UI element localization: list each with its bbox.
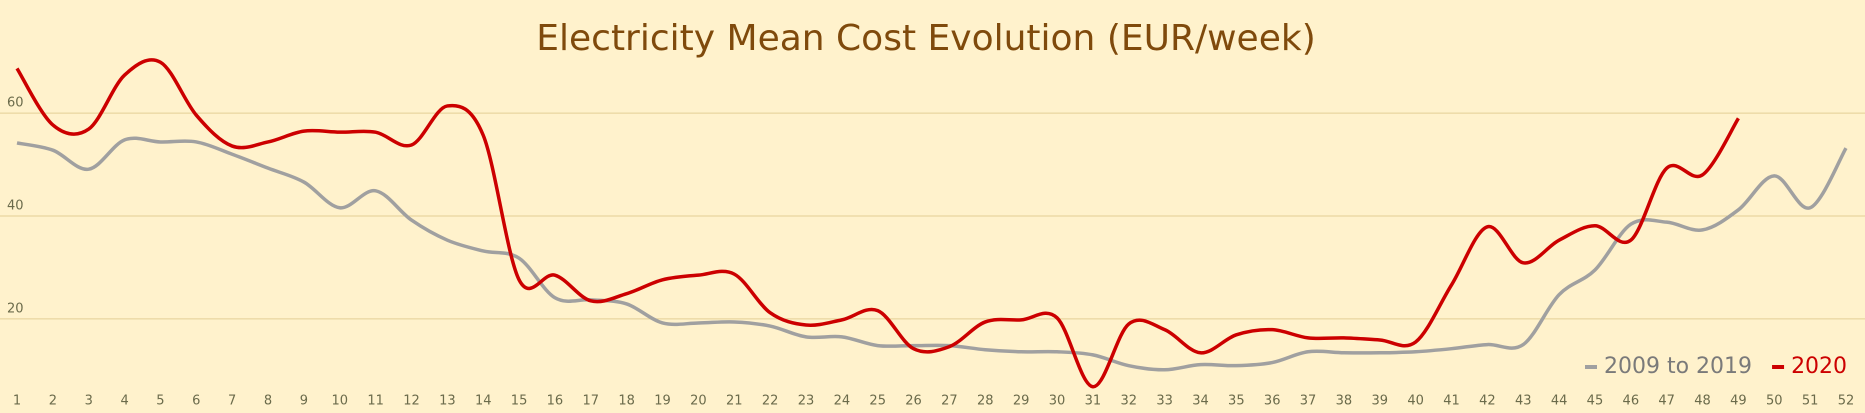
x-tick-label: 36 (1264, 394, 1281, 409)
chart-title: Electricity Mean Cost Evolution (EUR/wee… (536, 18, 1315, 59)
x-tick-label: 47 (1658, 394, 1675, 409)
x-tick-label: 33 (1156, 394, 1173, 409)
x-tick-label: 27 (941, 394, 958, 409)
y-tick-label: 20 (7, 301, 24, 316)
legend-label: 2020 (1791, 354, 1847, 379)
x-tick-label: 51 (1802, 394, 1819, 409)
x-tick-label: 38 (1336, 394, 1353, 409)
x-tick-label: 22 (762, 394, 779, 409)
x-tick-label: 24 (834, 394, 851, 409)
x-tick-label: 18 (618, 394, 635, 409)
x-tick-label: 35 (1228, 394, 1245, 409)
x-tick-label: 8 (264, 394, 272, 409)
x-tick-label: 5 (156, 394, 164, 409)
x-tick-label: 17 (583, 394, 600, 409)
x-tick-label: 3 (85, 394, 93, 409)
x-tick-label: 48 (1694, 394, 1711, 409)
series-line (15, 58, 1740, 389)
series-line (16, 136, 1848, 372)
x-tick-label: 13 (439, 394, 456, 409)
x-tick-label: 40 (1407, 394, 1424, 409)
x-tick-label: 16 (547, 394, 564, 409)
x-tick-label: 37 (1300, 394, 1317, 409)
x-tick-label: 25 (869, 394, 886, 409)
x-tick-label: 14 (475, 394, 492, 409)
x-tick-label: 50 (1766, 394, 1783, 409)
x-tick-label: 1 (13, 394, 21, 409)
x-tick-label: 19 (654, 394, 671, 409)
grid (0, 112, 1865, 320)
x-tick-label: 45 (1587, 394, 1604, 409)
x-tick-label: 12 (403, 394, 420, 409)
x-tick-label: 28 (977, 394, 994, 409)
x-tick-label: 52 (1838, 394, 1855, 409)
x-tick-label: 49 (1730, 394, 1747, 409)
x-tick-label: 11 (367, 394, 384, 409)
x-tick-label: 10 (331, 394, 348, 409)
x-tick-label: 34 (1192, 394, 1209, 409)
x-tick-label: 15 (511, 394, 528, 409)
x-tick-label: 42 (1479, 394, 1496, 409)
x-tick-label: 9 (300, 394, 308, 409)
x-tick-label: 4 (120, 394, 128, 409)
x-tick-label: 39 (1372, 394, 1389, 409)
x-tick-label: 44 (1551, 394, 1568, 409)
x-tick-label: 26 (905, 394, 922, 409)
y-tick-label: 40 (7, 199, 24, 214)
x-tick-label: 41 (1443, 394, 1460, 409)
x-tick-label: 46 (1623, 394, 1640, 409)
x-tick-label: 6 (192, 394, 200, 409)
x-tick-label: 29 (1013, 394, 1030, 409)
x-tick-label: 32 (1120, 394, 1137, 409)
x-tick-label: 21 (726, 394, 743, 409)
x-tick-label: 2 (49, 394, 57, 409)
x-tick-label: 7 (228, 394, 236, 409)
legend: 2009 to 2019 2020 (1585, 354, 1847, 379)
x-tick-label: 43 (1515, 394, 1532, 409)
x-tick-label: 30 (1049, 394, 1066, 409)
y-tick-label: 60 (7, 96, 24, 111)
x-tick-label: 31 (1085, 394, 1102, 409)
x-tick-label: 23 (798, 394, 815, 409)
x-tick-label: 20 (690, 394, 707, 409)
legend-label: 2009 to 2019 (1604, 354, 1752, 379)
